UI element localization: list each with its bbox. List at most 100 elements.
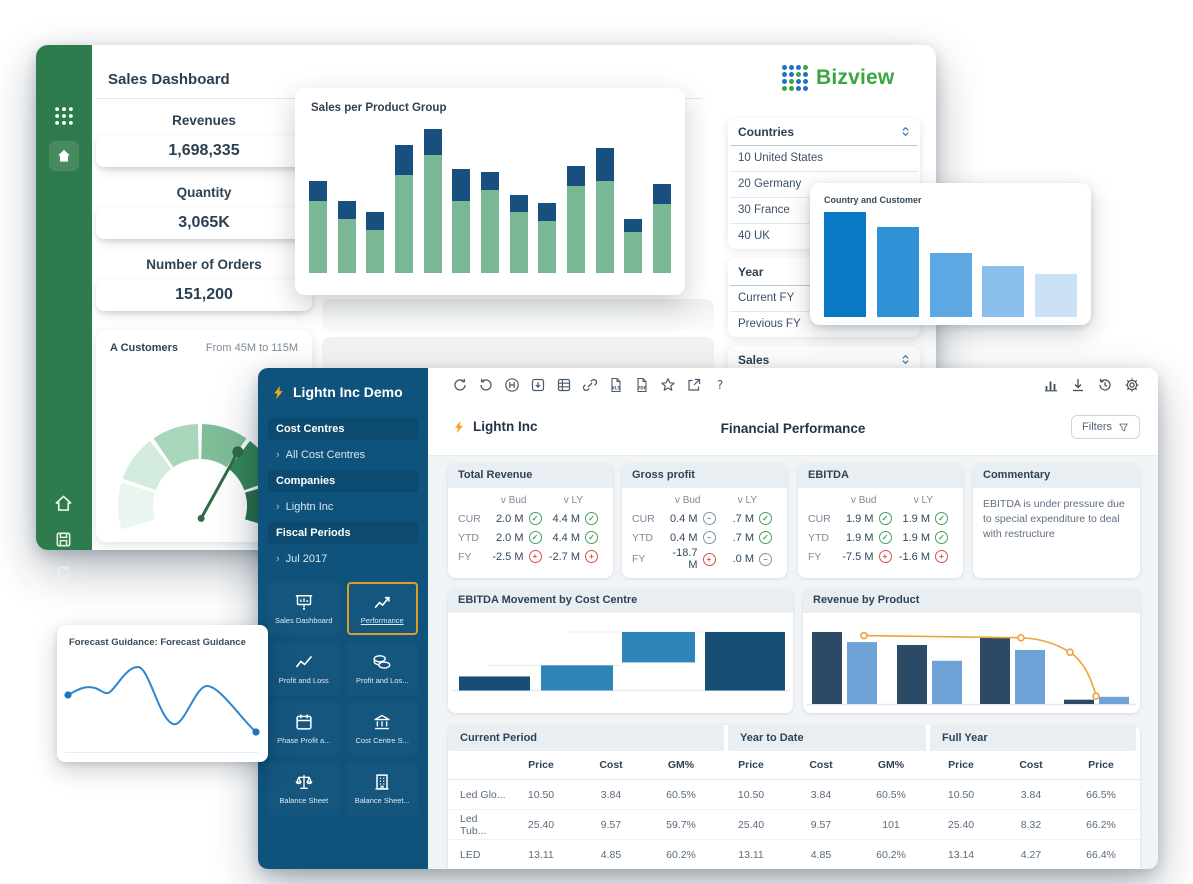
nav-item-all-cost-centres[interactable]: › All Cost Centres (268, 444, 418, 466)
report-title: Financial Performance (720, 421, 866, 436)
tile-profit-and-loss[interactable]: Profit and Loss (268, 642, 340, 695)
nav-header-companies[interactable]: Companies (268, 470, 418, 492)
line-endpoint (252, 728, 260, 736)
settings-icon[interactable] (1124, 377, 1140, 393)
table-group-headers: Current Period Year to Date Full Year (448, 725, 1140, 751)
filter-item[interactable]: 10 United States (730, 146, 918, 172)
country-bar (982, 265, 1025, 317)
spreadsheet-icon[interactable] (556, 377, 572, 393)
logo-dot (796, 79, 801, 84)
h-circle-icon[interactable] (504, 377, 520, 393)
filter-group-label: Sales (738, 352, 770, 367)
share-icon[interactable] (686, 377, 702, 393)
star-icon[interactable] (660, 377, 676, 393)
filters-button[interactable]: Filters (1071, 415, 1140, 439)
chart-title: Forecast Guidance: Forecast Guidance (69, 637, 246, 648)
line-chart-icon (294, 652, 314, 672)
group-header-full-year[interactable]: Full Year (930, 725, 1136, 751)
column-header[interactable]: GM% (667, 759, 695, 771)
bar-segment-top (624, 219, 643, 232)
chevron-right-icon: › (276, 553, 280, 565)
column-header: v Bud (500, 495, 527, 506)
home-icon[interactable] (49, 141, 79, 171)
kpi-value[interactable]: 151,200 (96, 279, 312, 311)
sales-per-product-group-card: Sales per Product Group (295, 88, 685, 295)
history-icon[interactable] (1097, 377, 1113, 393)
gauge-needle (199, 450, 240, 520)
tile-balance-sheet[interactable]: Balance Sheet (268, 762, 340, 815)
kpi-value[interactable]: 1,698,335 (96, 135, 312, 167)
column-header[interactable]: GM% (877, 759, 905, 771)
filter-item[interactable]: 40 UK (738, 230, 770, 242)
download-box-icon[interactable] (530, 377, 546, 393)
metric-value: 2.0 M (495, 531, 524, 544)
column-header: v LY (737, 495, 757, 506)
logo-dot (782, 72, 787, 77)
stacked-bar (509, 194, 528, 273)
sort-icon[interactable] (899, 353, 912, 366)
kpi-label: Revenues (172, 113, 236, 128)
reset-icon[interactable] (54, 563, 73, 582)
row-label: YTD (632, 531, 653, 544)
bizview-logo-dots-icon (782, 65, 808, 91)
column-header[interactable]: Price (1088, 759, 1114, 771)
cell-value: 13.14 (947, 848, 975, 861)
metric-grid: v Bud v LY CUR 1.9 M ✓ 1.9 M ✓ YTD 1.9 M ✓ 1.9 M ✓ F… (798, 488, 963, 566)
undo-icon[interactable] (478, 377, 494, 393)
table-row[interactable]: Led Tub... 25.40 9.57 59.7% 25.40 9.57 101 25.4… (448, 810, 1140, 840)
tile-phase-profit-a-[interactable]: Phase Profit a... (268, 702, 340, 755)
status-good-icon: ✓ (759, 531, 772, 544)
gauge-segment (122, 440, 172, 491)
group-header-current-period[interactable]: Current Period (448, 725, 724, 751)
xls-file-icon[interactable] (608, 377, 624, 393)
bank-icon (372, 712, 392, 732)
nav-item-lightn-inc[interactable]: › Lightn Inc (268, 496, 418, 518)
status-neutral-icon: − (759, 552, 772, 566)
table-row[interactable]: LED 13.11 4.85 60.2% 13.11 4.85 60.2% 13.14 4.27… (448, 840, 1140, 869)
download-icon[interactable] (1070, 377, 1086, 393)
filter-group-header[interactable]: Countries (730, 118, 918, 146)
metric-grid: v Bud v LY CUR 0.4 M − .7 M ✓ YTD 0.4 M − .7 M ✓ FY -… (622, 488, 787, 571)
metric-value: 1.9 M (902, 531, 930, 544)
kpi-value[interactable]: 3,065K (96, 207, 312, 239)
apps-grid-icon[interactable] (53, 105, 75, 127)
metric-value: -7.5 M (842, 550, 874, 563)
trend-marker (1092, 692, 1100, 700)
tile-balance-sheet-[interactable]: Balance Sheet... (346, 762, 418, 815)
cell-value: 66.2% (1086, 818, 1116, 831)
nav-item-jul-2017[interactable]: › Jul 2017 (268, 548, 418, 570)
column-header[interactable]: Price (738, 759, 764, 771)
sort-icon[interactable] (899, 125, 912, 138)
refresh-icon[interactable] (452, 377, 468, 393)
help-icon[interactable] (712, 377, 728, 393)
save-icon[interactable] (54, 530, 73, 549)
tile-performance[interactable]: Performance (346, 582, 418, 635)
tile-cost-centre-s-[interactable]: Cost Centre S... (346, 702, 418, 755)
nav-header-fiscal-periods[interactable]: Fiscal Periods (268, 522, 418, 544)
column-header[interactable]: Cost (1019, 759, 1043, 771)
pdf-file-icon[interactable] (634, 377, 650, 393)
gauge-needle-tip (232, 446, 244, 458)
filter-item[interactable]: Previous FY (738, 318, 801, 330)
trend-marker (1066, 648, 1074, 656)
nav-header-cost-centres[interactable]: Cost Centres (268, 418, 418, 440)
forecast-guidance-card: Forecast Guidance: Forecast Guidance (57, 625, 268, 762)
column-header[interactable]: Cost (599, 759, 623, 771)
group-header-year-to-date[interactable]: Year to Date (728, 725, 926, 751)
bar-segment-top (423, 129, 442, 156)
country-bar (1035, 273, 1077, 317)
chart-icon[interactable] (1043, 377, 1059, 393)
column-header[interactable]: Price (948, 759, 974, 771)
tile-profit-and-los-[interactable]: Profit and Los... (346, 642, 418, 695)
table-row[interactable]: Led Glo... 10.50 3.84 60.5% 10.50 3.84 60.5% 10… (448, 780, 1140, 810)
metric-card-ebitda: EBITDA v Bud v LY CUR 1.9 M ✓ 1.9 M ✓ YTD 1.9 M ✓ 1… (798, 463, 963, 578)
link-icon[interactable] (582, 377, 598, 393)
tile-sales-dashboard[interactable]: Sales Dashboard (268, 582, 340, 635)
column-header[interactable]: Price (528, 759, 554, 771)
bar-segment-top (538, 202, 557, 221)
bolt-icon (271, 385, 286, 400)
bar-segment-base (480, 190, 499, 273)
filters-label: Filters (1082, 421, 1112, 433)
column-header[interactable]: Cost (809, 759, 833, 771)
home-outline-icon[interactable] (53, 493, 74, 514)
